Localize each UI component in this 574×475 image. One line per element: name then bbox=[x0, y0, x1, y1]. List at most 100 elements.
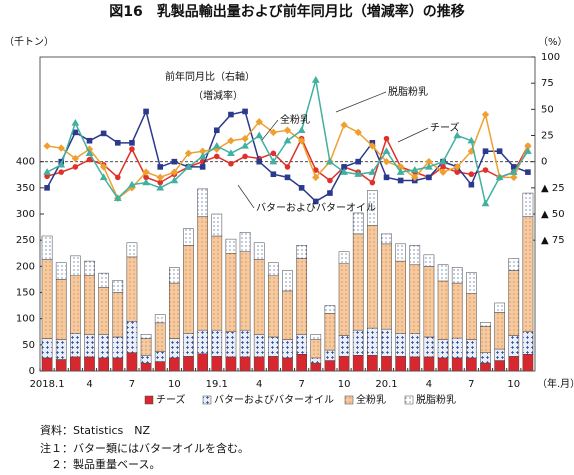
line-marker bbox=[129, 146, 135, 152]
line-marker bbox=[157, 164, 164, 170]
bar-texture bbox=[381, 233, 392, 244]
y-tick-label: 0 bbox=[29, 366, 35, 377]
line-label: 脱脂粉乳 bbox=[388, 85, 428, 98]
bar-texture bbox=[126, 256, 138, 322]
line-marker bbox=[496, 148, 503, 154]
bar-texture bbox=[41, 259, 53, 339]
bar bbox=[296, 354, 307, 372]
y2-tick-label: ▲ 25 bbox=[541, 183, 565, 194]
annotation: （増減率） bbox=[193, 89, 243, 102]
x-tick-label: 7 bbox=[468, 379, 474, 390]
bar-texture bbox=[197, 330, 208, 354]
line-marker bbox=[129, 140, 135, 146]
y-tick-label: 350 bbox=[16, 183, 35, 194]
bar-texture bbox=[155, 351, 166, 362]
line-marker bbox=[156, 183, 165, 191]
bar bbox=[197, 353, 208, 372]
bar-texture bbox=[296, 334, 307, 355]
y-tick-label: 250 bbox=[16, 235, 35, 246]
bar-texture bbox=[70, 333, 81, 357]
x-tick-label: 4 bbox=[256, 379, 262, 390]
bar-texture bbox=[239, 251, 251, 331]
bar-texture bbox=[310, 339, 321, 358]
x-tick-label: 2018.1 bbox=[30, 379, 65, 390]
line-marker bbox=[228, 160, 234, 167]
line-marker bbox=[312, 198, 319, 205]
bar-texture bbox=[494, 312, 505, 350]
bar-texture bbox=[268, 262, 279, 276]
bar-texture bbox=[254, 259, 265, 335]
line-marker bbox=[57, 160, 66, 168]
bar-texture bbox=[140, 355, 152, 364]
line-marker bbox=[114, 140, 121, 146]
bar-texture bbox=[197, 216, 208, 331]
line-marker bbox=[269, 128, 278, 137]
line-marker bbox=[171, 158, 178, 165]
line-marker bbox=[509, 168, 518, 175]
bar-texture bbox=[41, 235, 53, 260]
bar bbox=[268, 356, 279, 372]
bar bbox=[98, 357, 109, 372]
line-marker bbox=[100, 130, 107, 137]
bar bbox=[84, 356, 95, 372]
line-marker bbox=[297, 137, 306, 145]
line-marker bbox=[242, 153, 248, 160]
bar-texture bbox=[381, 329, 392, 357]
line-marker bbox=[255, 118, 263, 126]
line-marker bbox=[270, 150, 277, 157]
line-marker bbox=[411, 173, 419, 182]
bar-texture bbox=[239, 232, 251, 252]
y-tick-label: 300 bbox=[16, 209, 35, 220]
x-tick-label: 7 bbox=[129, 379, 135, 390]
bar bbox=[466, 357, 477, 372]
line-marker bbox=[510, 173, 518, 182]
bar-texture bbox=[197, 188, 208, 217]
bar-texture bbox=[169, 338, 180, 358]
line-marker bbox=[99, 163, 108, 171]
bar-texture bbox=[480, 326, 491, 353]
bar-texture bbox=[296, 258, 307, 335]
bar-texture bbox=[480, 322, 491, 327]
bar-texture bbox=[84, 334, 95, 357]
bar-texture bbox=[70, 255, 81, 276]
bar-texture bbox=[353, 330, 364, 356]
line-marker bbox=[283, 126, 292, 134]
bar-texture bbox=[225, 253, 237, 332]
bar bbox=[211, 356, 223, 372]
bar-texture bbox=[183, 245, 194, 334]
bar-texture bbox=[480, 352, 491, 364]
line-marker bbox=[426, 174, 432, 181]
line-marker bbox=[327, 190, 333, 196]
line-marker bbox=[128, 180, 136, 188]
line-marker bbox=[212, 141, 221, 149]
bar-texture bbox=[112, 292, 123, 337]
y2-axis-label: （%） bbox=[538, 36, 568, 48]
legend-label: 全粉乳 bbox=[356, 393, 386, 406]
bar bbox=[451, 357, 463, 372]
line-marker bbox=[326, 157, 334, 165]
y2-tick-label: 100 bbox=[541, 52, 560, 63]
bar-texture bbox=[452, 267, 463, 284]
bar bbox=[310, 362, 322, 372]
line-marker bbox=[425, 162, 433, 170]
line-marker bbox=[72, 164, 79, 170]
bar-texture bbox=[112, 280, 123, 293]
bar bbox=[409, 356, 421, 372]
bar bbox=[253, 356, 265, 372]
bar-texture bbox=[324, 350, 336, 361]
bar-texture bbox=[140, 338, 152, 356]
line-marker bbox=[439, 168, 447, 176]
line-marker bbox=[241, 141, 249, 149]
bar bbox=[70, 356, 81, 372]
bar-texture bbox=[98, 287, 109, 335]
line-marker bbox=[71, 154, 80, 163]
line-marker bbox=[156, 173, 164, 182]
bar bbox=[423, 356, 435, 372]
bar-texture bbox=[338, 335, 350, 357]
note: 注１：バター類にはバターオイルを含む。 bbox=[40, 441, 249, 455]
line-marker bbox=[184, 162, 193, 170]
bar bbox=[324, 360, 336, 372]
bar-texture bbox=[423, 266, 435, 337]
line-marker bbox=[340, 168, 348, 175]
